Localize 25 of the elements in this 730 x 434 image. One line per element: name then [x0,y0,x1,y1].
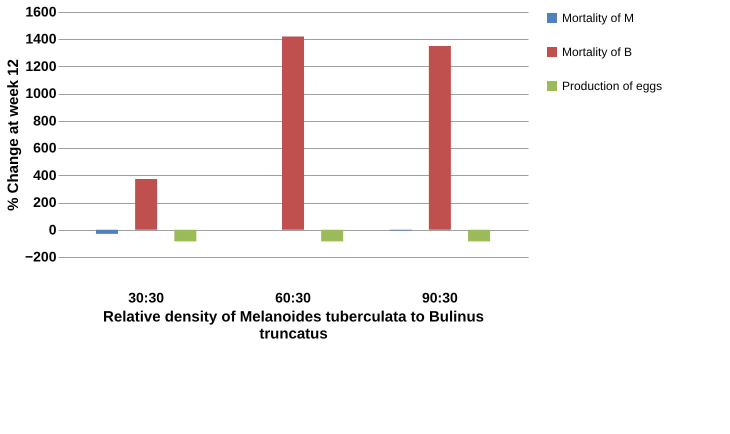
y-tick-label: 1400 [25,30,57,47]
y-tick-label: 800 [33,112,57,128]
y-tick-label: 1000 [25,85,57,102]
x-tick-label: 90:30 [422,290,458,306]
bar [468,230,490,242]
bar [282,36,304,230]
y-tick-label: 0 [48,221,57,238]
legend-label: Mortality of M [562,11,634,25]
bar [96,230,118,234]
y-tick-label: 600 [33,140,57,156]
legend-label: Production of eggs [562,79,662,93]
x-tick-label: 60:30 [275,290,312,306]
bar [135,179,158,230]
legend-label: Mortality of B [562,45,632,59]
y-tick-label: 1600 [25,4,57,20]
y-tick-label: 400 [33,166,57,183]
y-tick-label: −200 [24,248,57,264]
x-axis-title: Relative density of Melanoides tuberculata to Bulinus truncatus [103,308,484,342]
y-axis-title: % Change at week 12 [4,59,22,211]
bar [321,230,344,242]
y-tick-label: 200 [33,194,57,210]
bar [428,46,451,230]
bar [174,230,196,242]
x-tick-label: 30:30 [128,290,164,306]
y-tick-label: 1200 [25,58,57,74]
